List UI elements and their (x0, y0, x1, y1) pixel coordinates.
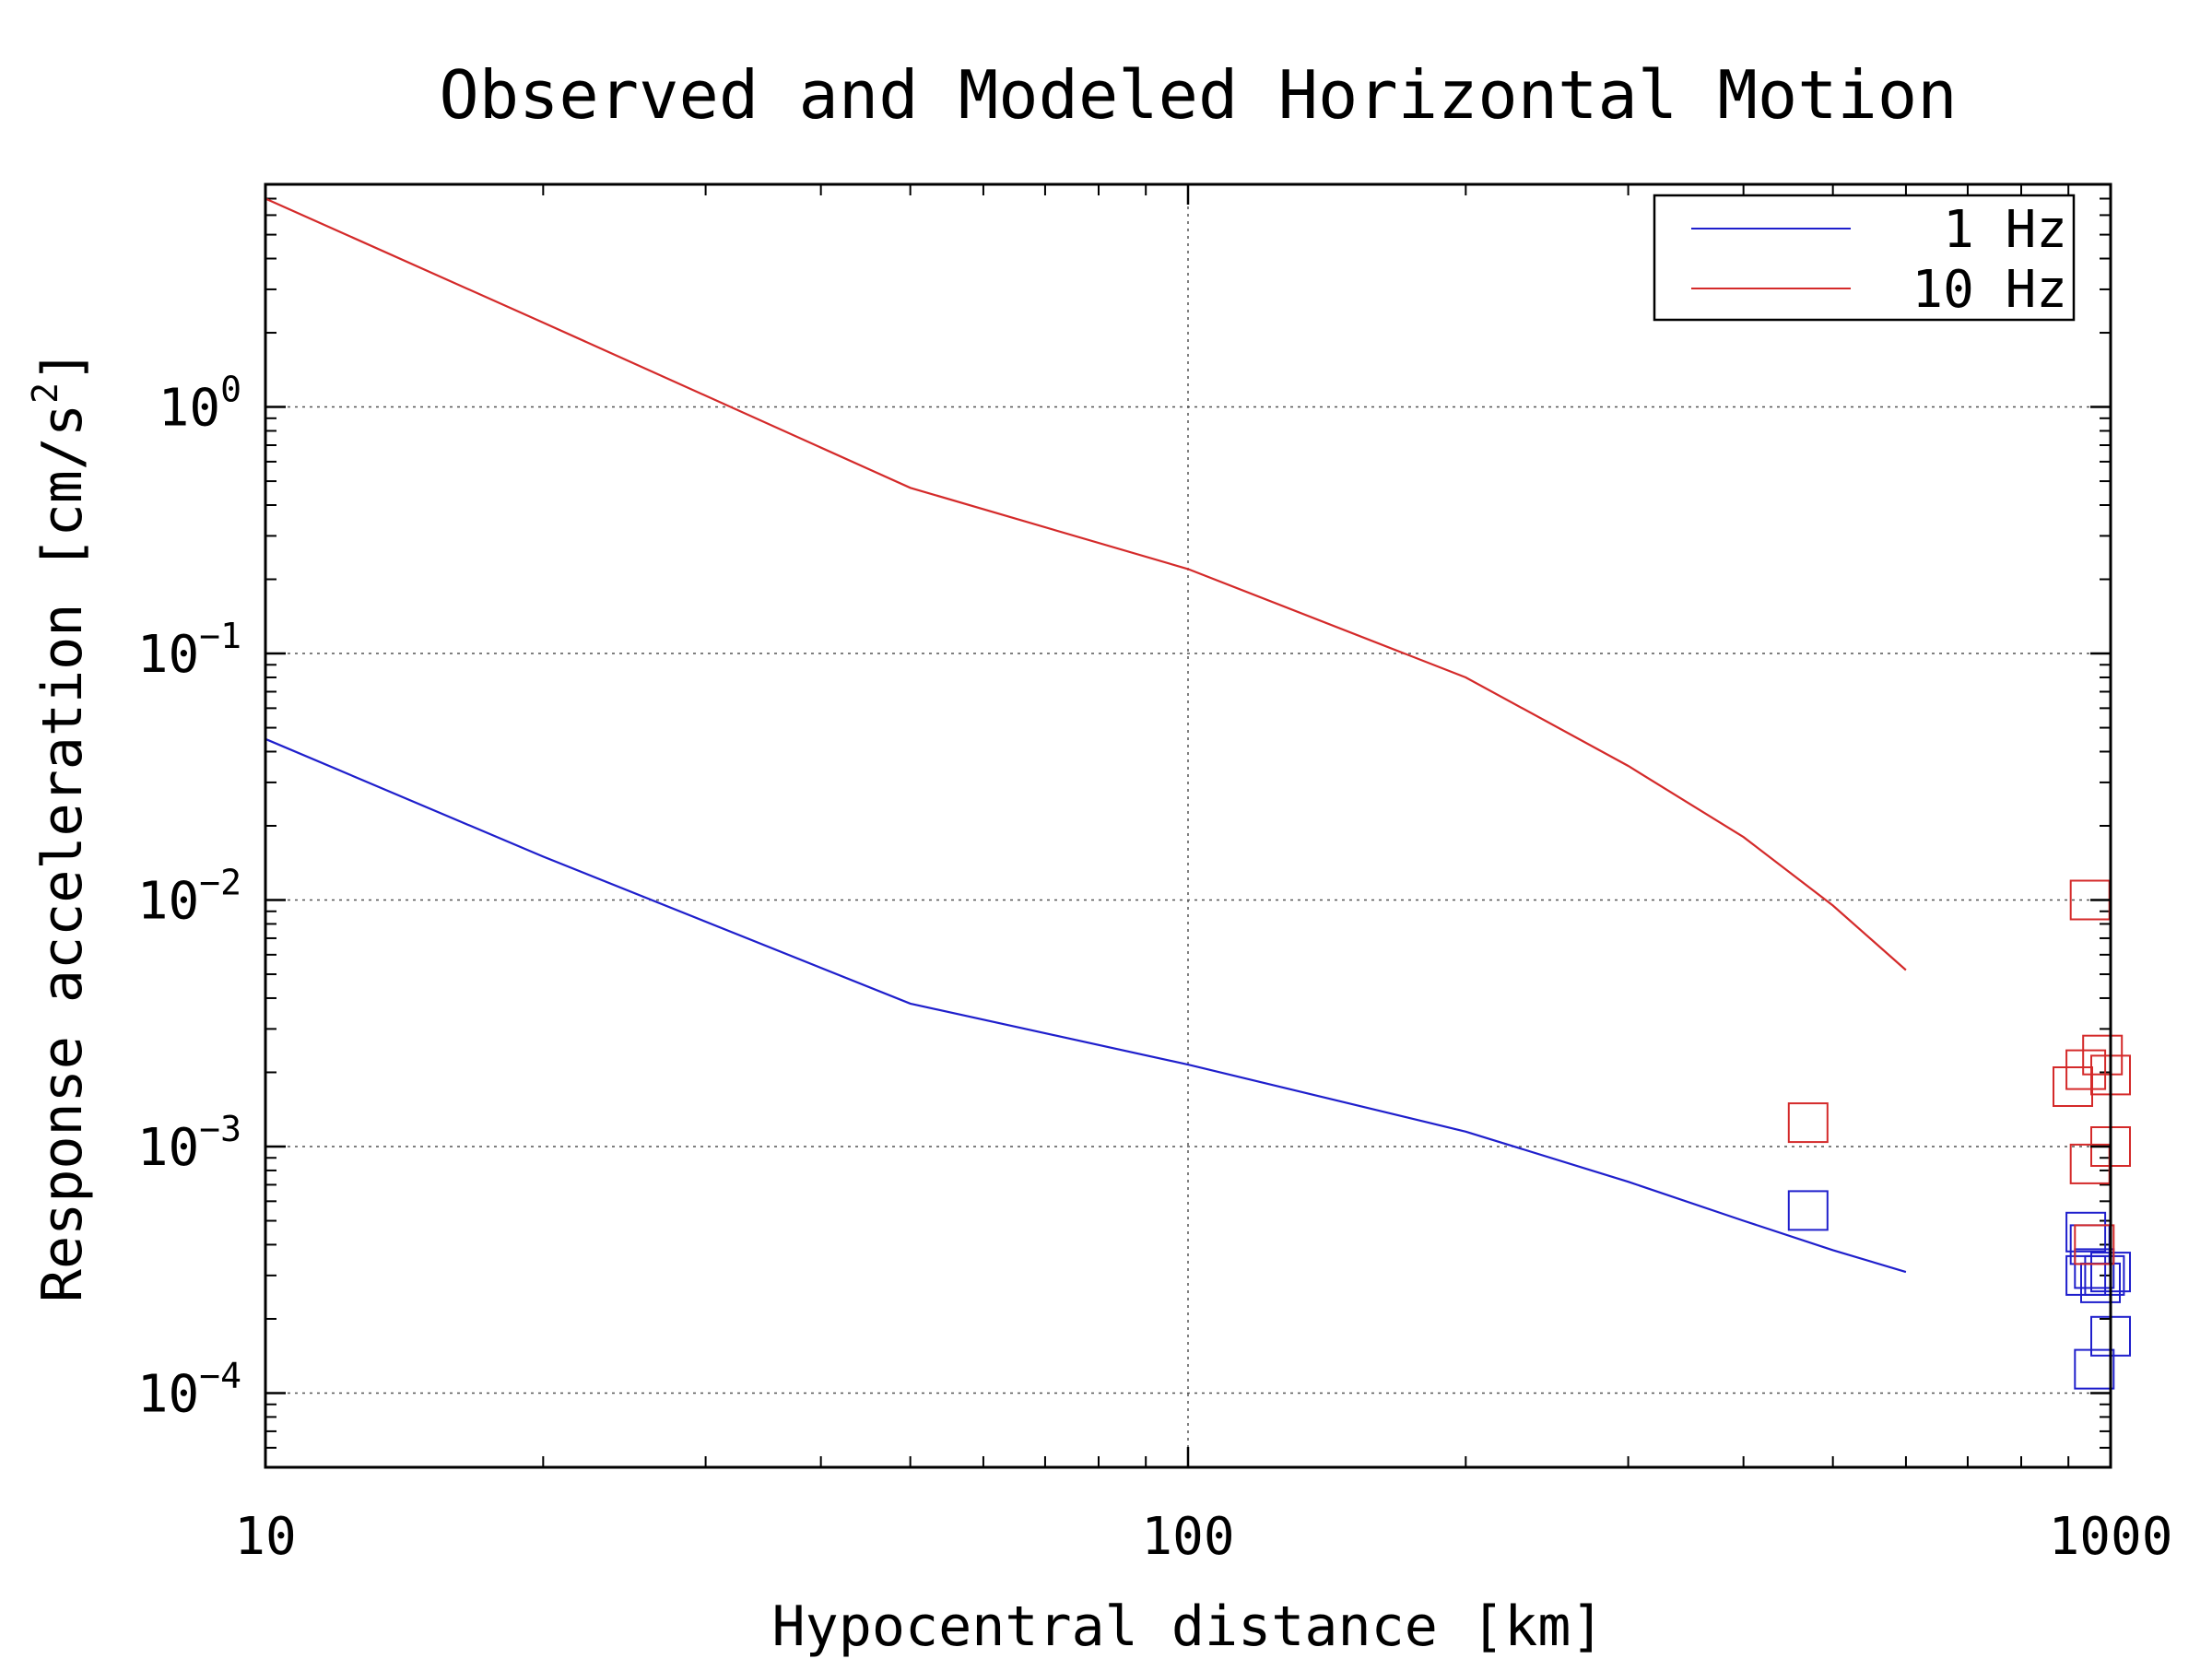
y-tick-label-base: 10 (137, 872, 199, 932)
observed-markers (1787, 879, 2131, 1390)
x-tick-label: 1000 (2049, 1507, 2173, 1567)
observed-marker-1hz (2074, 1348, 2115, 1390)
legend: 1 Hz 10 Hz (1653, 194, 2076, 322)
minor-ticks (265, 184, 2111, 1467)
y-tick-label-base: 10 (137, 1118, 199, 1178)
grid (265, 184, 2111, 1467)
series-line-10hz (265, 197, 1907, 971)
y-axis-label-close: ] (30, 349, 95, 382)
y-axis-label-base: Response acceleration [cm/s (30, 404, 95, 1302)
y-tick-label-base: 10 (137, 625, 199, 685)
observed-marker-10hz (2065, 1049, 2107, 1090)
observed-marker-1hz (2084, 1254, 2125, 1296)
y-tick-label: 10−2 (137, 863, 241, 932)
x-axis-ticks: 10 100 1000 (234, 184, 2172, 1567)
series-line-1hz (265, 737, 1907, 1274)
x-tick-label: 100 (1141, 1507, 1234, 1567)
legend-label-10hz: 10 Hz (1912, 260, 2067, 320)
y-axis-label: Response acceleration [cm/s2] (25, 349, 95, 1302)
legend-label-1hz: 1 Hz (1943, 200, 2067, 260)
y-tick-label-exponent: 0 (220, 370, 241, 410)
y-tick-label-base: 10 (137, 1364, 199, 1424)
x-axis-label: Hypocentral distance [km] (771, 1594, 1604, 1659)
y-tick-label-base: 10 (159, 379, 220, 439)
observed-marker-10hz (2074, 1224, 2115, 1265)
y-tick-label-exponent: −1 (199, 616, 241, 656)
observed-marker-1hz (1787, 1190, 1829, 1231)
y-tick-label-exponent: −2 (199, 863, 241, 903)
y-tick-label: 100 (159, 370, 241, 439)
observed-marker-10hz (1787, 1102, 1829, 1144)
observed-marker-1hz (2074, 1248, 2115, 1289)
y-tick-label: 10−1 (137, 616, 241, 685)
y-axis-label-exponent: 2 (25, 382, 65, 404)
chart-title: Observed and Modeled Horizontal Motion (439, 56, 1957, 134)
observed-marker-1hz (2065, 1211, 2107, 1253)
x-tick-label: 10 (234, 1507, 296, 1567)
y-tick-label-exponent: −3 (199, 1109, 241, 1149)
y-tick-label: 10−3 (137, 1109, 241, 1178)
legend-box (1653, 194, 2076, 322)
y-tick-label-exponent: −4 (199, 1355, 241, 1395)
y-tick-label: 10−4 (137, 1355, 241, 1424)
series-lines (265, 197, 1907, 1274)
